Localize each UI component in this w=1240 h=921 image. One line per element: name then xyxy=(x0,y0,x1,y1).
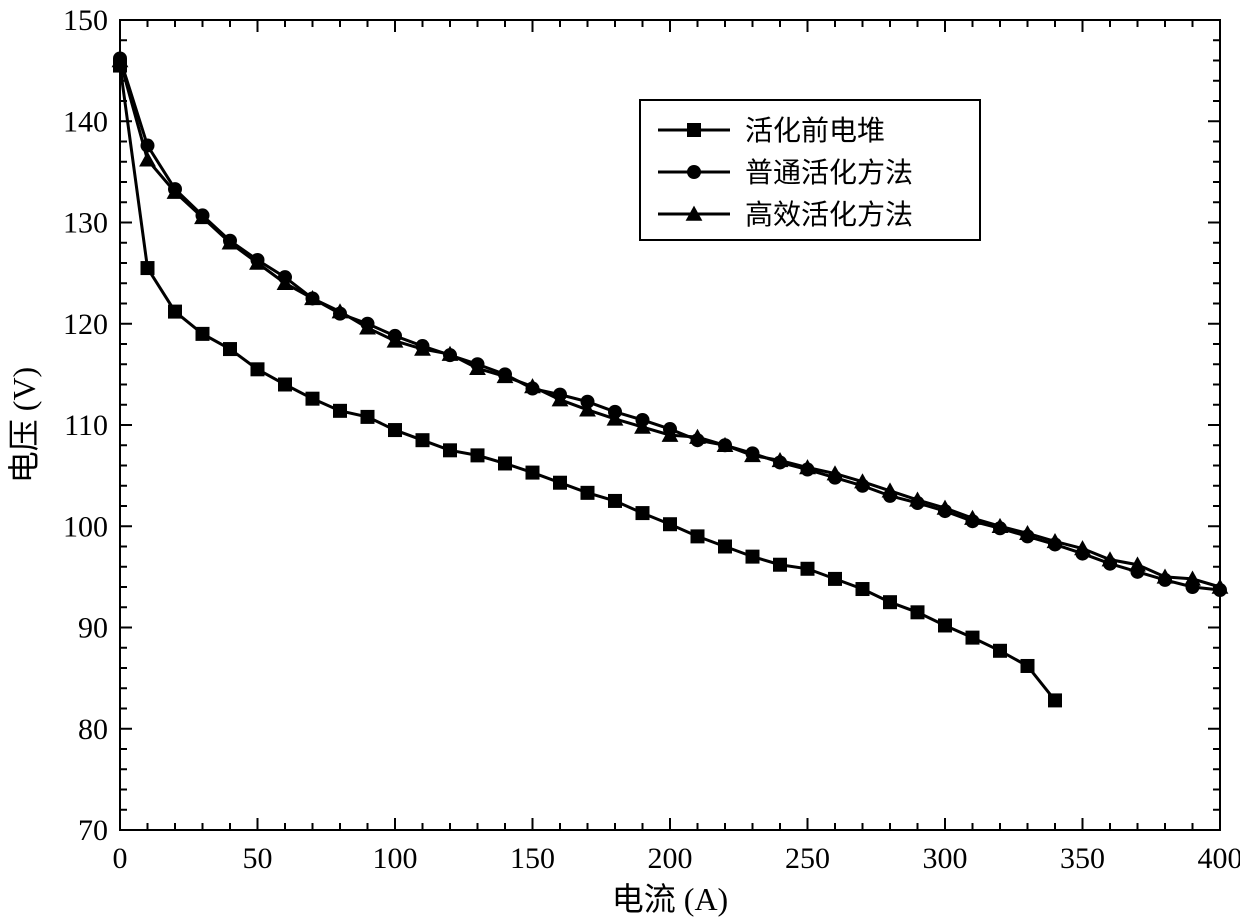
x-axis-label: 电流 (A) xyxy=(612,881,728,917)
y-tick-label: 110 xyxy=(64,409,108,442)
y-tick-label: 90 xyxy=(78,612,108,645)
x-tick-label: 400 xyxy=(1198,842,1240,875)
y-tick-label: 100 xyxy=(63,510,108,543)
legend-item-label: 活化前电堆 xyxy=(745,115,885,147)
y-tick-label: 140 xyxy=(63,105,108,138)
x-tick-label: 350 xyxy=(1060,842,1105,875)
legend-item-label: 普通活化方法 xyxy=(745,157,913,189)
x-tick-label: 0 xyxy=(113,842,128,875)
x-tick-label: 50 xyxy=(243,842,273,875)
x-tick-label: 250 xyxy=(785,842,830,875)
y-tick-label: 70 xyxy=(78,814,108,847)
y-tick-label: 130 xyxy=(63,207,108,240)
polarization-chart: 0 50 100 150 200 250 300 350 400 电流 (A) 70 80 90 100 1… xyxy=(0,0,1240,921)
y-tick-label: 150 xyxy=(63,4,108,37)
chart-container: 0 50 100 150 200 250 300 350 400 电流 (A) 70 80 90 100 1… xyxy=(0,0,1240,921)
legend-item-label: 高效活化方法 xyxy=(745,199,913,231)
x-tick-label: 300 xyxy=(923,842,968,875)
x-tick-label: 200 xyxy=(648,842,693,875)
y-axis-label: 电压 (V) xyxy=(6,367,42,483)
x-tick-label: 150 xyxy=(510,842,555,875)
y-tick-label: 120 xyxy=(63,308,108,341)
legend: 活化前电堆普通活化方法高效活化方法 xyxy=(640,100,980,240)
y-tick-label: 80 xyxy=(78,713,108,746)
x-tick-label: 100 xyxy=(373,842,418,875)
